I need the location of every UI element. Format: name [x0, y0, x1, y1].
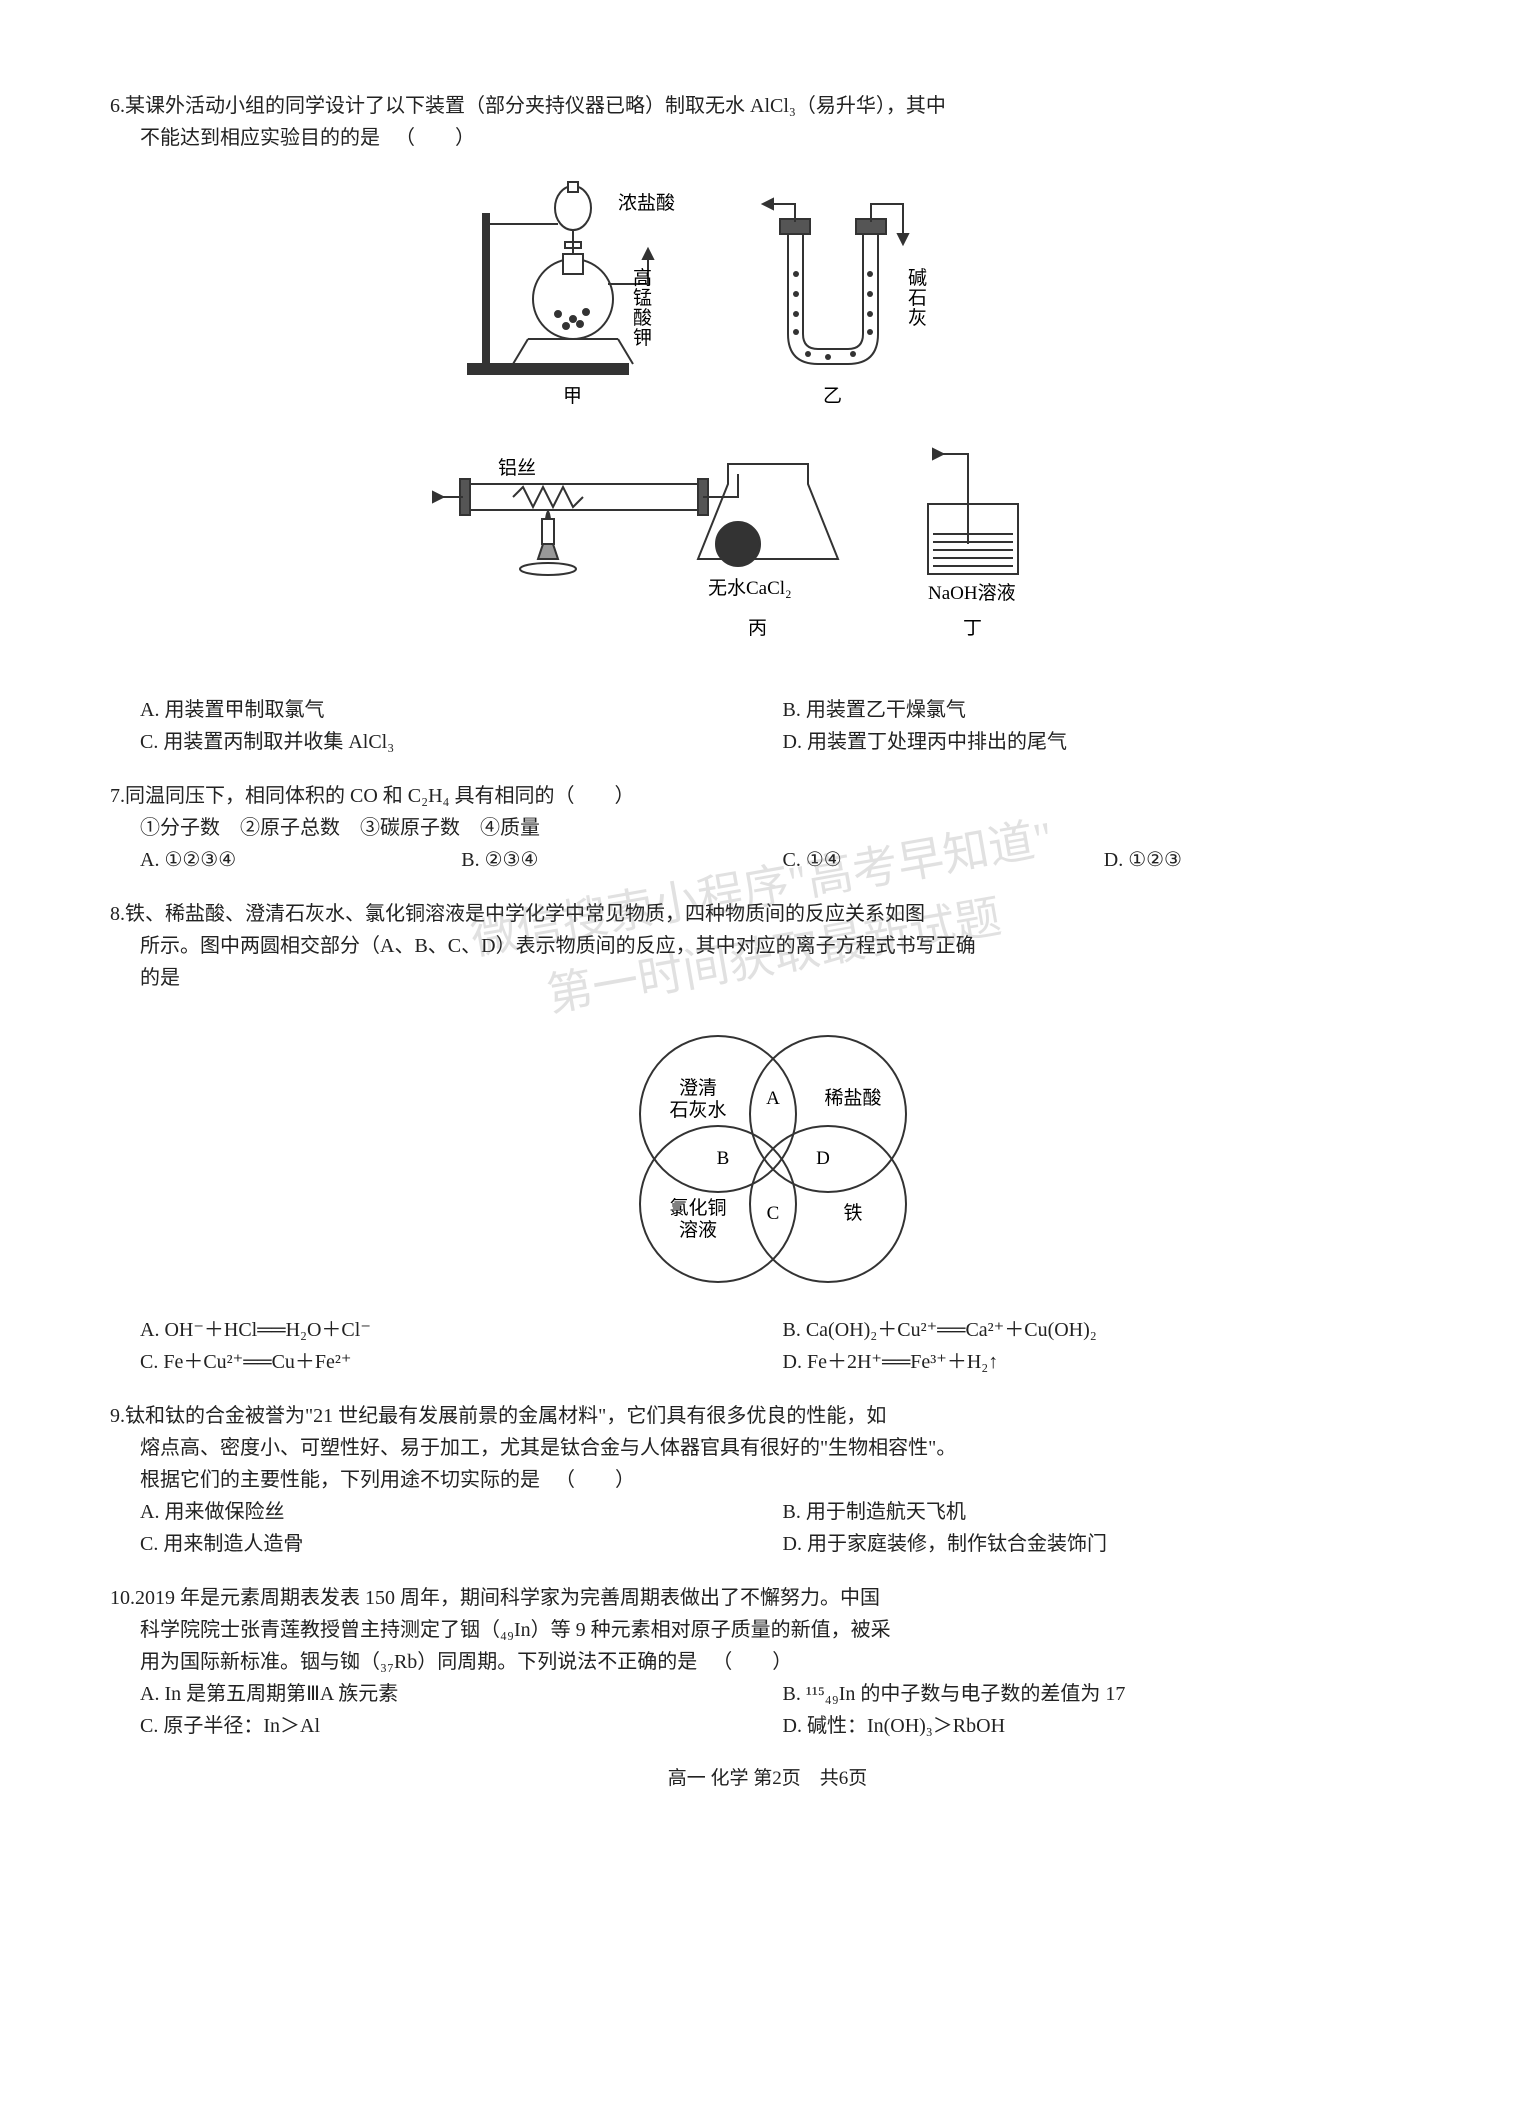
q9-optC: C. 用来制造人造骨 — [140, 1528, 783, 1560]
q6-lbl-lvsi: 铝丝 — [498, 457, 536, 479]
q6-lbl-gmsj1: 高 — [633, 267, 652, 289]
q7-items: ①分子数 ②原子总数 ③碳原子数 ④质量 — [110, 812, 1425, 844]
q10-stem-b: 科学院院士张青莲教授曾主持测定了铟（₄₉In）等 9 种元素相对原子质量的新值，… — [110, 1614, 1425, 1646]
q9-paren: （ ） — [555, 1469, 635, 1491]
q6-lbl-gmsj4: 钾 — [633, 327, 652, 349]
q6-lbl-jia: 甲 — [563, 386, 582, 407]
q8-venn: 澄清 石灰水 稀盐酸 氯化铜 溶液 铁 A B C D — [558, 1004, 978, 1304]
q10-optC: C. 原子半径：In＞Al — [140, 1710, 783, 1742]
q9-stem-b: 熔点高、密度小、可塑性好、易于加工，尤其是钛合金与人体器官具有很好的"生物相容性… — [110, 1432, 1425, 1464]
q8-C: C — [766, 1203, 779, 1224]
q8-c3b: 溶液 — [678, 1219, 716, 1241]
q10-stem-c: 用为国际新标准。铟与铷（₃₇Rb）同周期。下列说法不正确的是 — [140, 1651, 697, 1673]
q6-lbl-ding: 丁 — [963, 618, 982, 639]
q6-optD: D. 用装置丁处理丙中排出的尾气 — [783, 726, 1426, 758]
q8-stem-a: 铁、稀盐酸、澄清石灰水、氯化铜溶液是中学化学中常见物质，四种物质间的反应关系如图 — [125, 903, 925, 925]
q8-B: B — [716, 1148, 729, 1169]
question-9: 9.钛和钛的合金被誉为"21 世纪最有发展前景的金属材料"，它们具有很多优良的性… — [110, 1400, 1425, 1560]
q8-optD: D. Fe＋2H⁺══Fe³⁺＋H₂↑ — [783, 1346, 1426, 1378]
q6-lbl-naoh: NaOH溶液 — [928, 582, 1016, 604]
q10-optA: A. In 是第五周期第ⅢA 族元素 — [140, 1678, 783, 1710]
q8-A: A — [766, 1088, 780, 1109]
q9-num: 9. — [110, 1405, 125, 1427]
q6-optC: C. 用装置丙制取并收集 AlCl₃ — [140, 726, 783, 758]
q10-paren: （ ） — [712, 1651, 792, 1673]
question-8: 8.铁、稀盐酸、澄清石灰水、氯化铜溶液是中学化学中常见物质，四种物质间的反应关系… — [110, 898, 1425, 1378]
q9-stem-a: 钛和钛的合金被誉为"21 世纪最有发展前景的金属材料"，它们具有很多优良的性能，… — [125, 1405, 886, 1427]
q6-diagram: 浓盐酸 高 锰 酸 钾 甲 — [408, 164, 1128, 684]
q8-c1a: 澄清 — [678, 1077, 716, 1099]
q6-lbl-nongyansuan: 浓盐酸 — [618, 192, 675, 214]
q6-optB: B. 用装置乙干燥氯气 — [783, 694, 1426, 726]
question-10: 10.2019 年是元素周期表发表 150 周年，期间科学家为完善周期表做出了不… — [110, 1582, 1425, 1742]
q8-c2: 稀盐酸 — [824, 1087, 881, 1109]
q8-c3a: 氯化铜 — [669, 1197, 726, 1219]
question-6: 6.某课外活动小组的同学设计了以下装置（部分夹持仪器已略）制取无水 AlCl₃（… — [110, 90, 1425, 758]
q6-stem: 6.某课外活动小组的同学设计了以下装置（部分夹持仪器已略）制取无水 AlCl₃（… — [110, 90, 1425, 122]
q9-optA: A. 用来做保险丝 — [140, 1496, 783, 1528]
q6-lbl-gmsj3: 酸 — [633, 307, 652, 329]
q7-stem: 同温同压下，相同体积的 CO 和 C₂H₄ 具有相同的（ ） — [125, 785, 635, 807]
q8-c1b: 石灰水 — [669, 1099, 726, 1121]
q8-stem-b: 所示。图中两圆相交部分（A、B、C、D）表示物质间的反应，其中对应的离子方程式书… — [110, 930, 1425, 962]
q9-optD: D. 用于家庭装修，制作钛合金装饰门 — [783, 1528, 1426, 1560]
q6-lbl-wushui: 无水CaCl₂ — [708, 577, 792, 599]
q10-optB: B. ¹¹⁵₄₉In 的中子数与电子数的差值为 17 — [783, 1678, 1426, 1710]
q6-num: 6. — [110, 95, 125, 117]
question-7: 7.同温同压下，相同体积的 CO 和 C₂H₄ 具有相同的（ ） ①分子数 ②原… — [110, 780, 1425, 876]
q7-optB: B. ②③④ — [461, 844, 782, 876]
q9-stem-c: 根据它们的主要性能，下列用途不切实际的是 — [140, 1469, 540, 1491]
q6-lbl-bing: 丙 — [748, 618, 767, 639]
q6-lbl-jsh3: 灰 — [908, 307, 927, 329]
q7-optC: C. ①④ — [783, 844, 1104, 876]
q8-optC: C. Fe＋Cu²⁺══Cu＋Fe²⁺ — [140, 1346, 783, 1378]
q8-stem-c: 的是 — [110, 962, 1425, 994]
q8-c4: 铁 — [843, 1202, 862, 1224]
q6-optA: A. 用装置甲制取氯气 — [140, 694, 783, 726]
q6-lbl-jsh1: 碱 — [908, 267, 927, 289]
q8-D: D — [816, 1148, 830, 1169]
q10-stem-a: 2019 年是元素周期表发表 150 周年，期间科学家为完善周期表做出了不懈努力… — [135, 1587, 880, 1609]
q6-stem-b: 不能达到相应实验目的的是 — [140, 127, 380, 149]
q6-lbl-gmsj2: 锰 — [633, 287, 652, 309]
q9-optB: B. 用于制造航天飞机 — [783, 1496, 1426, 1528]
q6-lbl-yi: 乙 — [823, 386, 842, 407]
page-footer: 高一 化学 第2页 共6页 — [110, 1764, 1425, 1794]
q7-optA: A. ①②③④ — [140, 844, 461, 876]
q8-optB: B. Ca(OH)₂＋Cu²⁺══Ca²⁺＋Cu(OH)₂ — [783, 1314, 1426, 1346]
q6-stem-a: 某课外活动小组的同学设计了以下装置（部分夹持仪器已略）制取无水 AlCl₃（易升… — [125, 95, 946, 117]
q10-num: 10. — [110, 1587, 135, 1609]
q8-num: 8. — [110, 903, 125, 925]
q7-num: 7. — [110, 785, 125, 807]
q6-paren: （ ） — [395, 127, 475, 149]
q6-lbl-jsh2: 石 — [908, 288, 927, 309]
q10-optD: D. 碱性：In(OH)₃＞RbOH — [783, 1710, 1426, 1742]
q7-optD: D. ①②③ — [1104, 844, 1425, 876]
q8-optA: A. OH⁻＋HCl══H₂O＋Cl⁻ — [140, 1314, 783, 1346]
